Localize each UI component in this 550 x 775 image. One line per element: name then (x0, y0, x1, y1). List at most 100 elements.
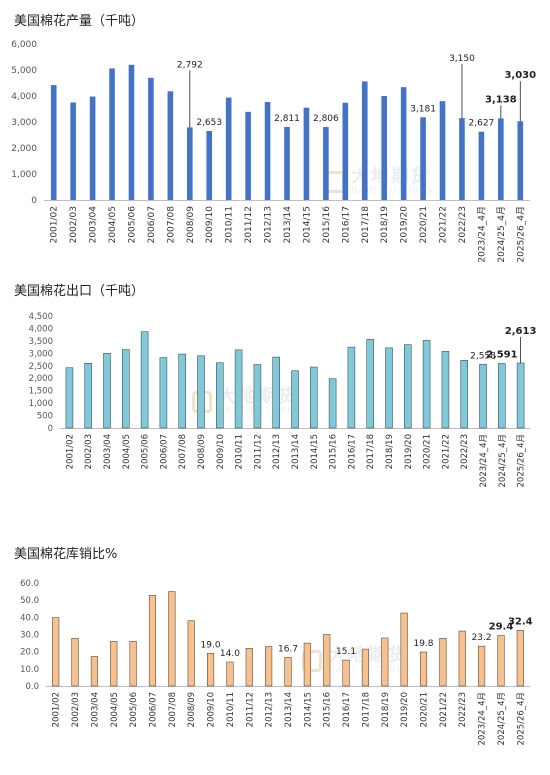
x-tick-label: 2013/14 (283, 206, 293, 244)
x-tick-label: 2006/07 (147, 206, 157, 243)
production-chart-plot: 0 1,000 2,000 3,000 4,000 5,000 6,000 2001/02 20… (11, 40, 536, 262)
x-tick-label: 2019/20 (400, 206, 410, 244)
x-tick-label: 2014/15 (303, 692, 313, 727)
bar (498, 118, 504, 200)
y-tick-label: 4,000 (29, 324, 53, 334)
x-tick-label: 2011/12 (244, 206, 254, 243)
bar (89, 96, 96, 200)
bar (441, 351, 450, 429)
bar (516, 362, 525, 429)
x-tick-label: 2001/02 (65, 434, 75, 469)
x-tick-label: 2002/03 (69, 206, 79, 243)
y-tick-label: 0 (31, 196, 37, 206)
y-tick-label: 10.0 (20, 665, 39, 675)
data-label: 3,138 (485, 94, 517, 105)
x-tick-label: 2022/23 (458, 206, 468, 243)
production-chart: 美国棉花产量（千吨） 大地期货 DADI FUTURES 0 1,000 2,000… (0, 0, 550, 262)
x-tick-label: 2008/09 (186, 206, 196, 244)
bar (361, 81, 368, 200)
bar (109, 68, 115, 200)
bar (479, 364, 487, 429)
x-tick-label: 2008/09 (187, 692, 197, 727)
x-tick-label: 2022/23 (458, 692, 468, 727)
bar (187, 620, 195, 687)
chart-title: 美国棉花出口（千吨） (14, 284, 145, 299)
x-tick-label: 2002/03 (71, 692, 81, 727)
bar (216, 362, 224, 429)
y-tick-label: 500 (37, 412, 53, 422)
bar (128, 64, 135, 200)
bar (226, 661, 234, 687)
bar (458, 630, 466, 687)
x-tick-label: 2017/18 (361, 206, 371, 244)
x-tick-label: 2011/12 (245, 692, 255, 727)
bar (342, 659, 350, 687)
x-tick-label: 2023/24_4月 (478, 692, 488, 745)
bar (103, 353, 111, 429)
export-chart-plot: 0 500 1,000 1,500 2,000 2,500 3,000 3,500 4,000 4… (29, 312, 537, 487)
data-label: 2,613 (505, 326, 537, 337)
x-tick-label: 2001/02 (52, 692, 62, 727)
y-tick-label: 0 (48, 424, 53, 434)
x-tick-label: 2009/10 (216, 434, 226, 469)
bar (404, 344, 412, 429)
x-tick-label: 2024/25_4月 (498, 434, 508, 487)
x-tick-label: 2017/18 (366, 434, 376, 469)
bar (284, 126, 290, 200)
bar (439, 638, 447, 687)
x-tick-label: 2021/22 (439, 692, 449, 727)
x-tick-label: 2025/26_4月 (517, 434, 527, 487)
data-label: 14.0 (220, 649, 240, 659)
y-tick-label: 60.0 (20, 579, 39, 589)
bar (478, 645, 486, 687)
y-tick-label: 1,000 (11, 170, 37, 180)
y-tick-label: 30.0 (20, 631, 39, 641)
stock-to-use-chart: 美国棉花库销比% 大地期货 DADI FUTURES 0.010.020.030… (0, 533, 550, 775)
y-tick-label: 3,500 (29, 337, 53, 347)
x-tick-label: 2007/08 (178, 434, 188, 469)
y-tick-label: 3,000 (29, 349, 53, 359)
x-tick-label: 2006/07 (148, 692, 158, 727)
x-tick-label: 2011/12 (253, 434, 263, 469)
bar (361, 648, 369, 687)
data-label: 32.4 (508, 616, 533, 627)
bar (420, 117, 426, 200)
y-tick-label: 40.0 (20, 613, 39, 623)
bar (272, 356, 280, 429)
x-tick-label: 2012/13 (272, 434, 282, 469)
y-tick-label: 2,500 (29, 362, 53, 372)
bar (498, 363, 506, 429)
data-label: 3,181 (410, 104, 436, 114)
x-tick-label: 2019/20 (404, 434, 414, 469)
data-label: 3,150 (449, 54, 475, 64)
y-tick-label: 6,000 (11, 40, 37, 50)
x-tick-label: 2018/19 (380, 206, 390, 244)
x-tick-label: 2010/11 (226, 692, 236, 727)
data-label: 19.0 (201, 640, 221, 650)
bar (187, 127, 193, 200)
bar (347, 346, 356, 429)
bar (323, 634, 331, 687)
bar (381, 96, 387, 200)
bar (264, 101, 271, 200)
x-tick-label: 2018/19 (381, 692, 391, 727)
data-label: 3,030 (504, 70, 536, 81)
data-label: 2,627 (469, 119, 495, 129)
x-tick-label: 2009/10 (205, 206, 215, 244)
x-tick-label: 2003/04 (103, 434, 113, 469)
x-tick-label: 2020/21 (419, 206, 429, 243)
y-tick-label: 1,500 (29, 387, 53, 397)
data-label: 2,811 (274, 114, 300, 124)
data-label: 23.2 (472, 633, 492, 643)
bar (459, 118, 465, 200)
bar (50, 85, 57, 200)
bar (478, 131, 485, 200)
bar (517, 121, 524, 200)
data-label: 2,792 (177, 60, 203, 70)
x-tick-label: 2003/04 (89, 206, 99, 244)
bar (439, 101, 446, 200)
x-tick-label: 2021/22 (439, 206, 449, 243)
data-label: 16.7 (278, 644, 298, 654)
y-tick-label: 2,000 (11, 144, 37, 154)
bar (70, 102, 76, 200)
